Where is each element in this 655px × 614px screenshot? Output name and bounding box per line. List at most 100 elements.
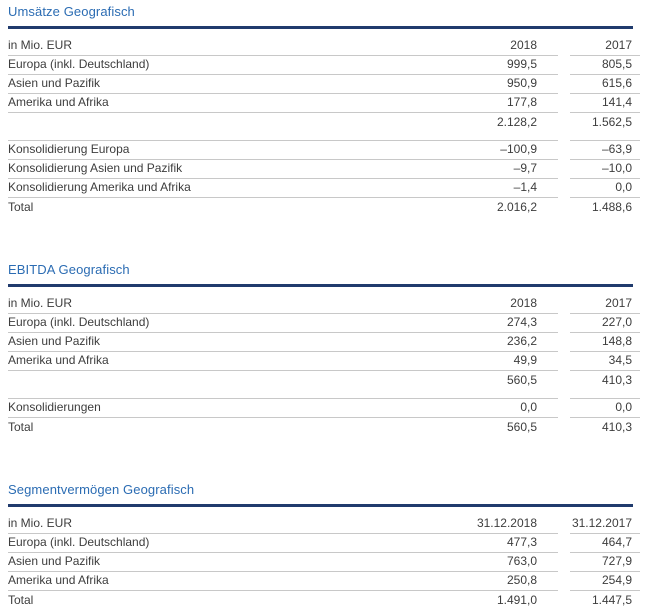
column-gap bbox=[558, 75, 570, 94]
segment-table: EBITDA Geografisch in Mio. EUR 2018 2017… bbox=[8, 262, 640, 437]
column-header-prior-year: 2017 bbox=[570, 295, 640, 314]
table-title: Segmentvermögen Geografisch bbox=[8, 482, 195, 497]
table-row-spacer bbox=[8, 132, 640, 141]
unit-label: in Mio. EUR bbox=[8, 295, 458, 314]
column-header-current-year: 2018 bbox=[458, 295, 558, 314]
column-gap bbox=[558, 314, 570, 333]
row-label: Europa (inkl. Deutschland) bbox=[8, 534, 458, 553]
column-gap bbox=[558, 160, 570, 179]
table-row-data: Konsolidierungen 0,0 0,0 bbox=[8, 399, 640, 418]
value-prior-year: 141,4 bbox=[570, 94, 640, 113]
table-row-data: Amerika und Afrika 177,8 141,4 bbox=[8, 94, 640, 113]
table-row-total: Total 560,5 410,3 bbox=[8, 418, 640, 437]
table-row-data: Asien und Pazifik 236,2 148,8 bbox=[8, 333, 640, 352]
row-label bbox=[8, 113, 458, 132]
value-current-year bbox=[458, 390, 558, 399]
title-rule bbox=[8, 504, 633, 507]
table-row-data: Konsolidierung Europa –100,9 –63,9 bbox=[8, 141, 640, 160]
row-label: Asien und Pazifik bbox=[8, 75, 458, 94]
value-prior-year: 805,5 bbox=[570, 56, 640, 75]
value-current-year: –100,9 bbox=[458, 141, 558, 160]
value-prior-year: 727,9 bbox=[570, 553, 640, 572]
value-current-year: 477,3 bbox=[458, 534, 558, 553]
value-current-year: 763,0 bbox=[458, 553, 558, 572]
value-current-year: 49,9 bbox=[458, 352, 558, 371]
row-label: Total bbox=[8, 200, 34, 214]
row-label: Europa (inkl. Deutschland) bbox=[8, 314, 458, 333]
row-label: Konsolidierung Amerika und Afrika bbox=[8, 179, 458, 198]
value-current-year: 0,0 bbox=[458, 399, 558, 418]
row-label: Amerika und Afrika bbox=[8, 352, 458, 371]
segment-table: Segmentvermögen Geografisch in Mio. EUR … bbox=[8, 482, 640, 610]
column-gap bbox=[558, 572, 570, 591]
table-title: Umsätze Geografisch bbox=[8, 4, 135, 19]
column-header-current-year: 31.12.2018 bbox=[458, 515, 558, 534]
column-gap bbox=[558, 37, 570, 56]
value-prior-year: 1.447,5 bbox=[591, 593, 632, 607]
table-header-row: in Mio. EUR 2018 2017 bbox=[8, 37, 640, 56]
row-label: Amerika und Afrika bbox=[8, 572, 458, 591]
table-row-total: Total 2.016,2 1.488,6 bbox=[8, 198, 640, 217]
unit-label: in Mio. EUR bbox=[8, 37, 458, 56]
column-gap bbox=[558, 113, 570, 132]
table-header-row: in Mio. EUR 2018 2017 bbox=[8, 295, 640, 314]
value-prior-year: 34,5 bbox=[570, 352, 640, 371]
value-current-year: 999,5 bbox=[458, 56, 558, 75]
table-header-row: in Mio. EUR 31.12.2018 31.12.2017 bbox=[8, 515, 640, 534]
value-current-year: –9,7 bbox=[458, 160, 558, 179]
value-prior-year bbox=[570, 390, 640, 399]
row-label bbox=[8, 371, 458, 390]
column-gap bbox=[558, 591, 570, 610]
column-gap bbox=[558, 418, 570, 437]
table-rows: Europa (inkl. Deutschland) 274,3 227,0 A… bbox=[8, 314, 640, 437]
value-current-year: 2.016,2 bbox=[496, 200, 537, 214]
table-rows: Europa (inkl. Deutschland) 477,3 464,7 A… bbox=[8, 534, 640, 610]
column-gap bbox=[558, 141, 570, 160]
table-row-total: Total 1.491,0 1.447,5 bbox=[8, 591, 640, 610]
value-current-year: 2.128,2 bbox=[496, 115, 537, 129]
table-row-data: Konsolidierung Asien und Pazifik –9,7 –1… bbox=[8, 160, 640, 179]
column-gap bbox=[558, 399, 570, 418]
table-rows: Europa (inkl. Deutschland) 999,5 805,5 A… bbox=[8, 56, 640, 217]
column-gap bbox=[558, 198, 570, 217]
value-prior-year: 615,6 bbox=[570, 75, 640, 94]
column-gap bbox=[558, 333, 570, 352]
row-label bbox=[8, 132, 458, 141]
row-label: Konsolidierung Europa bbox=[8, 141, 458, 160]
row-label: Konsolidierung Asien und Pazifik bbox=[8, 160, 458, 179]
table-row-data: Asien und Pazifik 950,9 615,6 bbox=[8, 75, 640, 94]
unit-label: in Mio. EUR bbox=[8, 515, 458, 534]
table-row-data: Asien und Pazifik 763,0 727,9 bbox=[8, 553, 640, 572]
tables-container: Umsätze Geografisch in Mio. EUR 2018 201… bbox=[8, 4, 640, 610]
value-prior-year: –63,9 bbox=[570, 141, 640, 160]
table-row-spacer bbox=[8, 390, 640, 399]
column-gap bbox=[558, 94, 570, 113]
column-gap bbox=[558, 371, 570, 390]
value-current-year bbox=[458, 132, 558, 141]
value-current-year: 177,8 bbox=[458, 94, 558, 113]
value-prior-year: 0,0 bbox=[570, 179, 640, 198]
table-row-data: Amerika und Afrika 250,8 254,9 bbox=[8, 572, 640, 591]
column-gap bbox=[558, 515, 570, 534]
value-prior-year: 1.488,6 bbox=[591, 200, 632, 214]
value-current-year: 560,5 bbox=[506, 373, 537, 387]
value-current-year: 236,2 bbox=[458, 333, 558, 352]
column-gap bbox=[558, 390, 570, 399]
value-current-year: 560,5 bbox=[506, 420, 537, 434]
column-header-prior-year: 31.12.2017 bbox=[570, 515, 640, 534]
table-row-data: Amerika und Afrika 49,9 34,5 bbox=[8, 352, 640, 371]
column-header-current-year: 2018 bbox=[458, 37, 558, 56]
value-prior-year: 254,9 bbox=[570, 572, 640, 591]
value-prior-year: 1.562,5 bbox=[591, 115, 632, 129]
row-label: Asien und Pazifik bbox=[8, 333, 458, 352]
column-gap bbox=[558, 352, 570, 371]
value-current-year: 250,8 bbox=[458, 572, 558, 591]
row-label: Konsolidierungen bbox=[8, 399, 458, 418]
table-row-data: Europa (inkl. Deutschland) 999,5 805,5 bbox=[8, 56, 640, 75]
value-prior-year: 0,0 bbox=[570, 399, 640, 418]
column-gap bbox=[558, 56, 570, 75]
row-label: Total bbox=[8, 593, 34, 607]
row-label: Total bbox=[8, 420, 34, 434]
row-label: Asien und Pazifik bbox=[8, 553, 458, 572]
